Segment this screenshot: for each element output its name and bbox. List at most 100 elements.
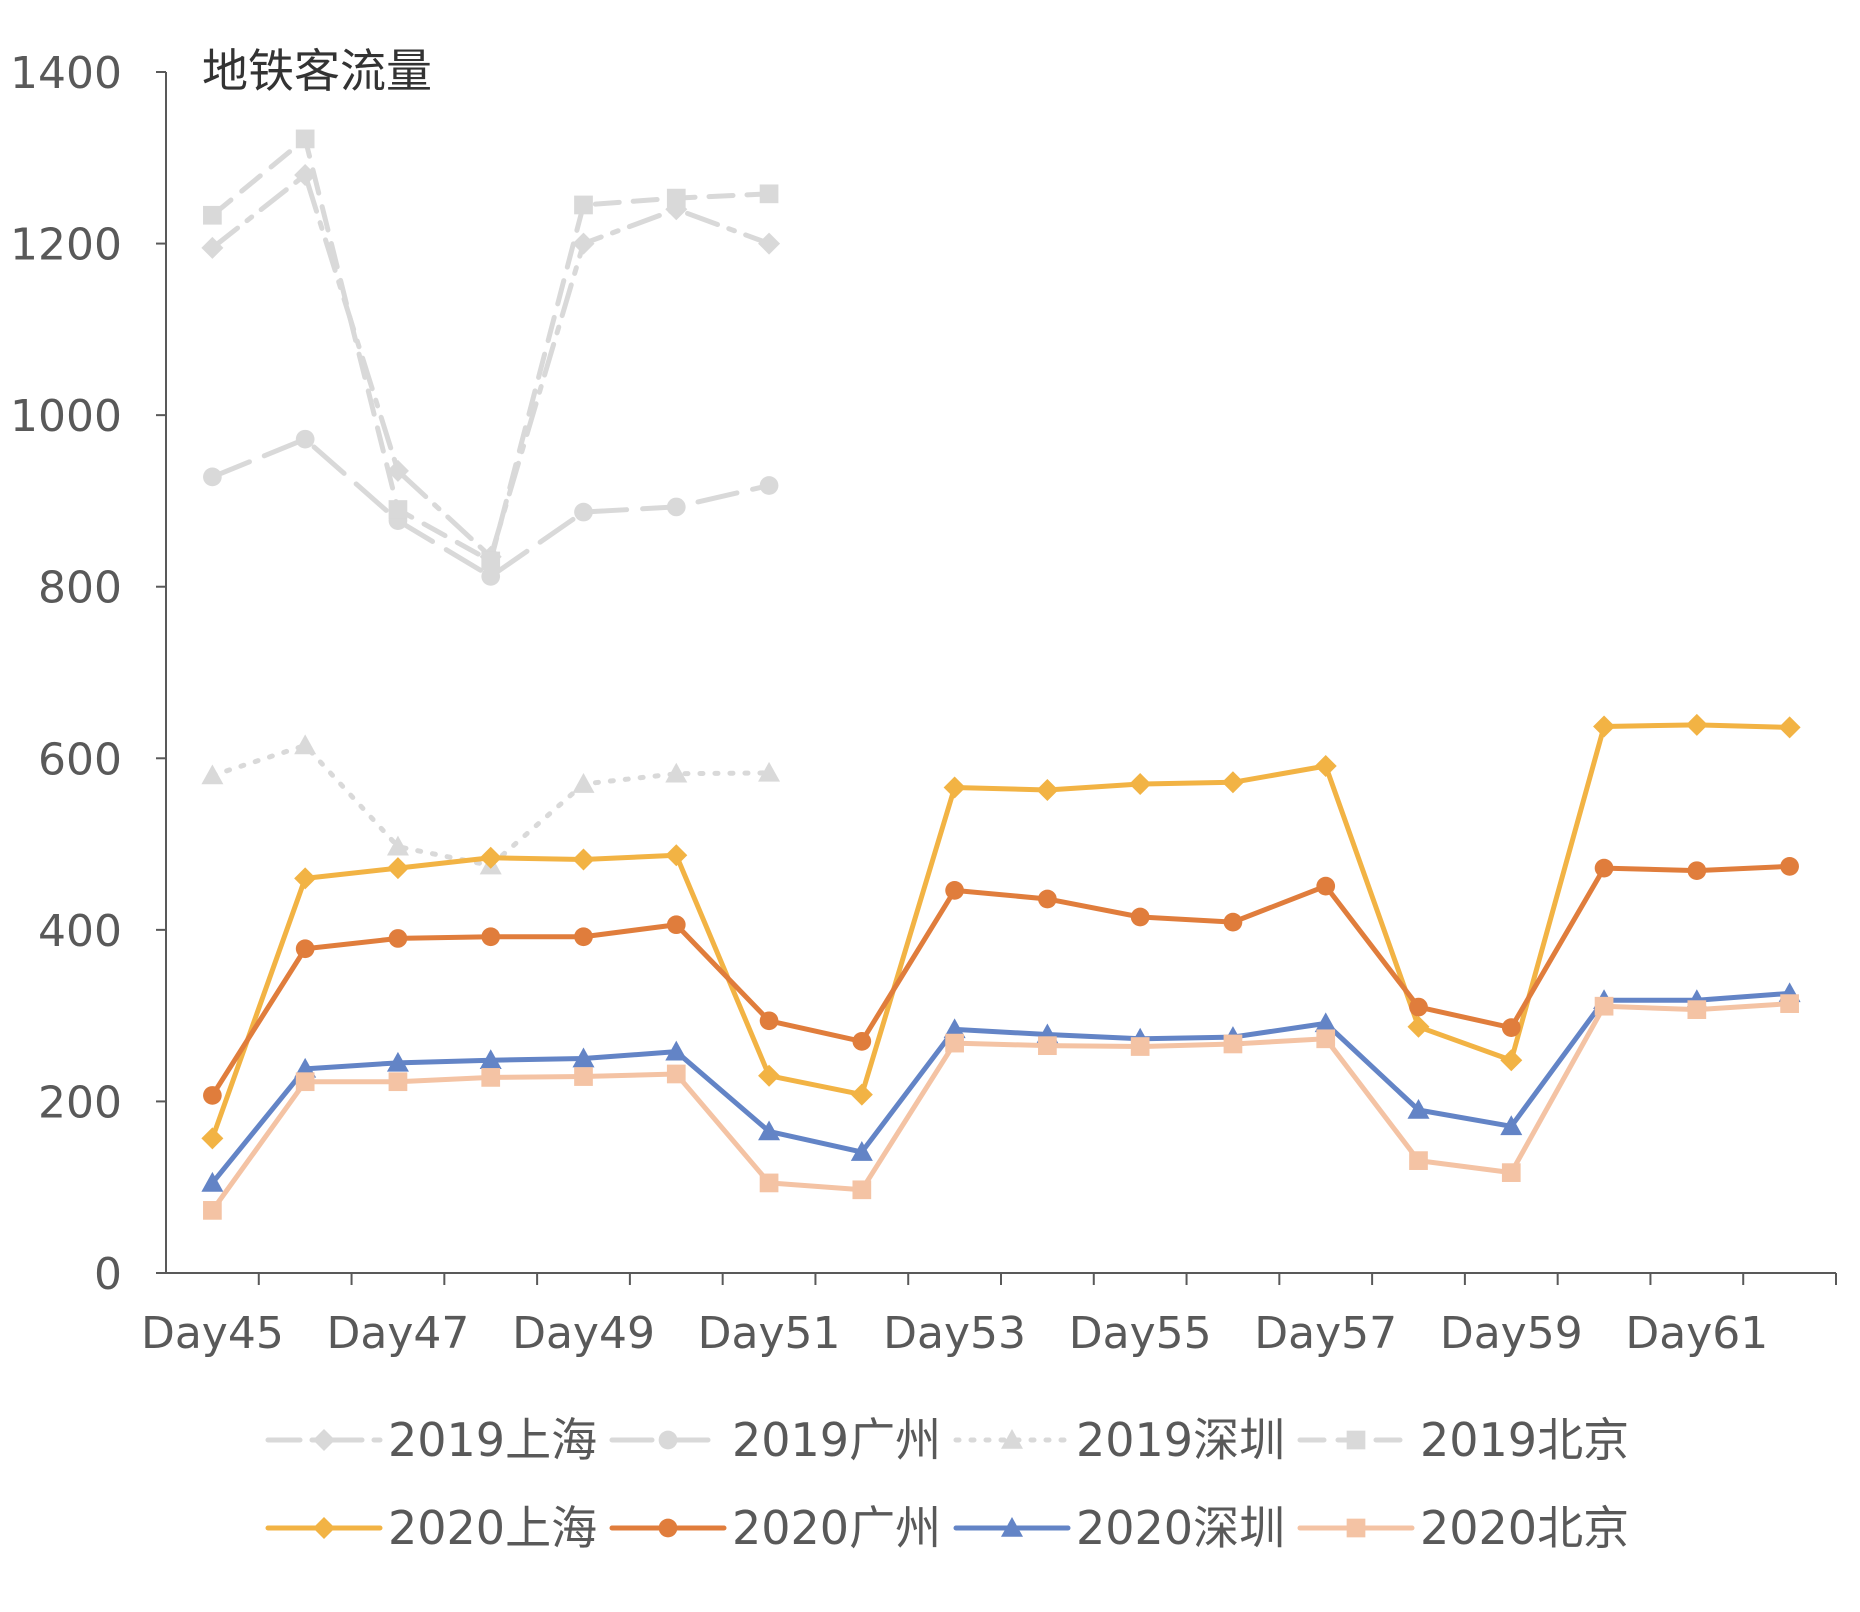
x-tick-label: Day51 <box>698 1308 841 1359</box>
legend-item: 2019上海 <box>265 1413 597 1467</box>
data-point <box>1223 1034 1243 1054</box>
y-tick-label: 400 <box>38 906 122 957</box>
data-point <box>1130 907 1150 927</box>
data-point <box>295 939 315 959</box>
data-point <box>943 1018 966 1039</box>
data-point <box>758 1120 781 1141</box>
legend-item: 2019广州 <box>609 1413 941 1467</box>
data-point <box>759 476 779 495</box>
data-point <box>759 1173 779 1193</box>
data-point <box>295 429 315 449</box>
series-line <box>209 863 1793 1098</box>
legend-marker <box>658 1518 678 1538</box>
data-point <box>481 567 501 586</box>
data-point <box>1316 1029 1336 1049</box>
legend-label: 2019深圳 <box>1076 1413 1285 1467</box>
data-point <box>574 927 593 947</box>
x-tick-label: Day55 <box>1069 1308 1212 1359</box>
data-point <box>758 232 781 255</box>
y-tick-label: 200 <box>38 1077 122 1128</box>
data-point <box>203 1086 222 1105</box>
x-tick-label: Day53 <box>883 1308 1026 1359</box>
data-point <box>1407 1099 1430 1119</box>
data-point <box>572 1047 595 1068</box>
x-tick-label: Day45 <box>141 1308 284 1359</box>
data-point <box>1500 1115 1523 1136</box>
data-point <box>1501 1018 1521 1038</box>
series-1 <box>203 429 779 586</box>
data-point <box>386 835 409 856</box>
data-point <box>1409 1151 1428 1170</box>
data-point <box>201 1127 224 1150</box>
series-line <box>209 1001 1793 1213</box>
legend: 2019上海 2019广州 2019深圳 2019北京 2020上海 2020广州 2020… <box>265 1413 1629 1555</box>
data-point <box>294 867 317 890</box>
legend-item: 2020北京 <box>1297 1501 1629 1555</box>
data-point <box>1038 1036 1057 1056</box>
data-point <box>386 857 409 880</box>
legend-label: 2020上海 <box>388 1501 597 1555</box>
y-tick-label: 800 <box>38 563 122 614</box>
data-point <box>1778 716 1801 739</box>
data-point <box>1593 715 1616 738</box>
series-line <box>209 172 772 560</box>
data-point <box>1223 912 1243 932</box>
x-tick-label: Day49 <box>512 1308 655 1359</box>
legend-marker <box>1001 1429 1023 1449</box>
legend-item: 2020广州 <box>609 1501 941 1555</box>
legend-label: 2020深圳 <box>1076 1501 1285 1555</box>
legend-label: 2019北京 <box>1420 1413 1629 1467</box>
legend-item: 2020深圳 <box>953 1501 1285 1555</box>
x-tick-label: Day59 <box>1440 1308 1583 1359</box>
legend-item: 2019北京 <box>1297 1413 1629 1467</box>
legend-label: 2020广州 <box>732 1501 941 1555</box>
data-point <box>386 459 409 482</box>
y-tick-label: 1200 <box>10 220 122 271</box>
legend-label: 2019上海 <box>388 1413 597 1467</box>
data-point <box>1036 779 1059 802</box>
data-point <box>572 232 595 255</box>
data-point <box>479 846 502 869</box>
x-tick-label: Day57 <box>1254 1308 1397 1359</box>
axes-layer: 0 200 400 600 800 1000 1200 1400 Day45 Day47 Day49… <box>10 48 1837 1359</box>
series-line <box>209 990 1793 1186</box>
legend-marker <box>1346 1518 1366 1538</box>
data-point <box>1501 1163 1521 1182</box>
data-point <box>481 551 501 571</box>
legend-item: 2020上海 <box>265 1501 597 1555</box>
data-point <box>759 1011 779 1031</box>
data-point <box>572 848 595 871</box>
x-tick-label: Day61 <box>1625 1308 1768 1359</box>
y-tick-label: 1000 <box>10 391 122 442</box>
series-line <box>209 722 1793 1141</box>
data-point <box>666 915 686 935</box>
data-point <box>1594 858 1614 878</box>
series-3 <box>203 129 779 571</box>
series-7 <box>203 994 1799 1220</box>
data-point <box>1500 1049 1523 1072</box>
legend-marker <box>313 1429 335 1451</box>
legend-marker <box>313 1517 335 1539</box>
data-point <box>1780 994 1799 1013</box>
data-point <box>203 467 222 487</box>
data-point <box>1129 773 1152 796</box>
data-point <box>759 184 779 204</box>
data-point <box>665 1040 688 1061</box>
data-point <box>295 129 315 149</box>
data-point <box>850 1141 873 1161</box>
y-tick-label: 0 <box>94 1249 122 1300</box>
x-tick-label: Day47 <box>327 1308 470 1359</box>
data-point <box>1687 1000 1707 1019</box>
data-point <box>1407 1015 1430 1038</box>
data-point <box>850 1083 873 1106</box>
y-tick-label: 1400 <box>10 48 122 99</box>
series-0 <box>201 163 781 568</box>
data-point <box>943 776 966 799</box>
data-point <box>1130 1037 1150 1056</box>
data-point <box>294 734 317 755</box>
legend-marker <box>658 1430 678 1450</box>
data-point <box>1221 771 1244 794</box>
y-axis-label: 地铁客流量 <box>202 44 432 98</box>
data-point <box>388 500 408 519</box>
